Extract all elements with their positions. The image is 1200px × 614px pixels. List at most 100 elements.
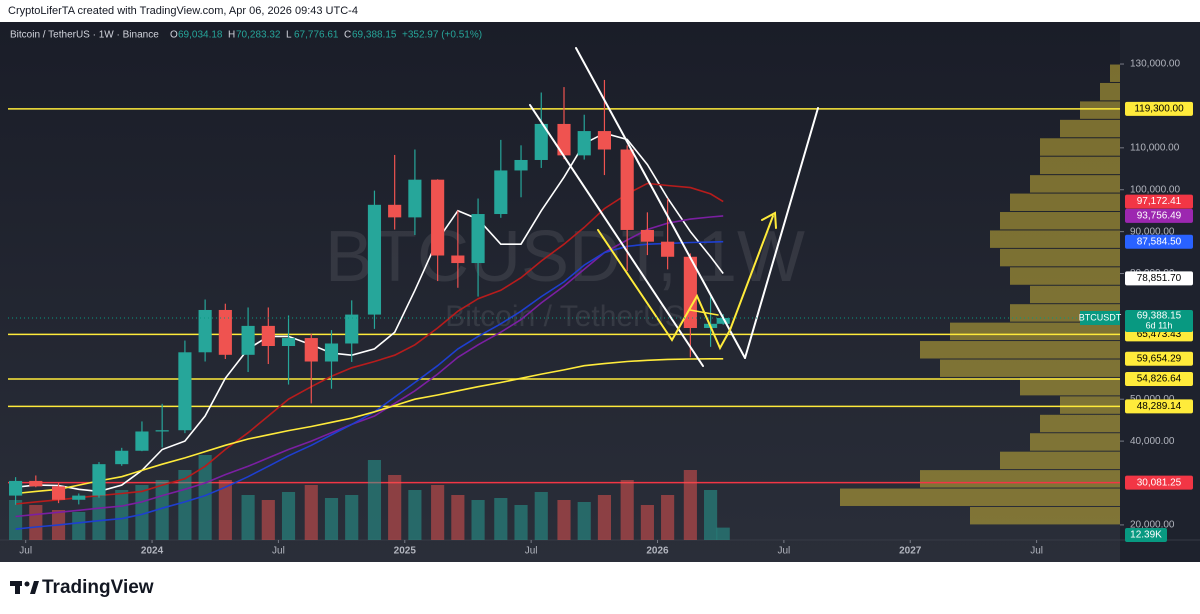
volume-bar: [388, 475, 402, 540]
ohlc-value: 69,034.18: [178, 30, 223, 41]
candle-body: [557, 123, 571, 156]
price-label: 87,584.50: [1137, 236, 1182, 247]
candle-body: [51, 486, 66, 500]
volume-bar: [367, 460, 382, 540]
ohlc-key: O: [170, 30, 178, 41]
x-tick-label: 2026: [646, 546, 669, 557]
ohlc-change: +352.97 (+0.51%): [402, 30, 482, 41]
volume-profile-bar: [920, 341, 1120, 359]
candle-body: [367, 204, 382, 315]
candle-body: [115, 450, 129, 465]
brand: TradingView: [42, 577, 154, 598]
candle-body: [514, 159, 528, 171]
candle-body: [534, 123, 548, 160]
volume-label-bg: [1125, 528, 1167, 542]
volume-profile-bar: [990, 230, 1120, 248]
symbol-tag-bg: [1080, 310, 1120, 325]
price-label-bg: [1125, 371, 1193, 386]
volume-profile-bar: [1080, 101, 1120, 119]
candle-body: [451, 255, 465, 264]
candle-body: [304, 338, 318, 362]
symbol-title: Bitcoin / TetherUS · 1W · Binance: [10, 30, 159, 41]
header-bar: [0, 0, 1200, 22]
volume-profile-bar: [1060, 119, 1120, 138]
ohlc-value: 67,776.61: [294, 30, 339, 41]
y-tick-label: 130,000.00: [1130, 59, 1180, 70]
candle-body: [29, 480, 43, 487]
volume-bar: [620, 480, 634, 540]
candle-body: [155, 430, 169, 432]
candle-body: [597, 131, 612, 150]
y-tick-label: 100,000.00: [1130, 184, 1180, 195]
volume-bar: [198, 455, 212, 540]
price-label-bg: [1125, 351, 1193, 366]
volume-bar: [304, 485, 318, 540]
volume-bar: [451, 495, 465, 540]
price-label-bg: [1125, 208, 1193, 223]
footer: [0, 562, 1200, 614]
volume-bar: [72, 512, 86, 540]
y-tick-label: 90,000.00: [1130, 226, 1175, 237]
volume-profile-bar: [1110, 64, 1120, 82]
x-tick-label: Jul: [1030, 546, 1043, 557]
y-tick-label: 50,000.00: [1130, 394, 1175, 405]
candle-body: [388, 204, 402, 218]
volume-profile-bar: [1030, 285, 1120, 304]
price-label: 59,654.29: [1137, 353, 1182, 364]
price-label-bg: [1125, 475, 1193, 490]
volume-profile-bar: [1000, 212, 1120, 230]
ohlc-value: 70,283.32: [236, 30, 281, 41]
volume-profile-bar: [1020, 377, 1120, 396]
volume-bar: [557, 500, 571, 540]
moving-average: [15, 182, 724, 505]
volume-bar: [534, 492, 548, 540]
trend-line: [744, 107, 819, 359]
volume-profile-bar: [1040, 414, 1120, 433]
projection-path: [597, 215, 774, 351]
moving-average: [15, 215, 724, 518]
volume-bar: [261, 500, 275, 540]
x-tick-label: 2024: [141, 546, 164, 557]
volume-bar: [408, 490, 422, 540]
header-text: CryptoLiferTA created with TradingView.c…: [8, 5, 358, 17]
volume-bar: [9, 500, 23, 540]
volume-bar: [683, 470, 697, 540]
volume-bar: [135, 485, 149, 540]
candle-body: [261, 325, 275, 347]
volume-profile-bar: [970, 506, 1120, 525]
volume-profile-bar: [920, 470, 1120, 488]
volume-profile-bar: [1030, 433, 1120, 451]
candle-body: [198, 309, 212, 353]
volume-profile-bar: [1010, 193, 1120, 212]
volume-bar: [577, 502, 591, 540]
arrow-head: [761, 211, 777, 229]
y-tick-label: 110,000.00: [1130, 142, 1180, 153]
y-tick-label: 40,000.00: [1130, 436, 1175, 447]
volume-bar: [514, 505, 528, 540]
current-price: 69,388.15: [1137, 311, 1182, 322]
candle-body: [640, 229, 654, 242]
tradingview-logo: TradingView: [10, 577, 154, 598]
symbol-tag: BTCUSDT: [1079, 312, 1122, 322]
candle-body: [620, 149, 634, 230]
watermark: Bitcoin / TetherUS: [445, 300, 685, 333]
x-tick-label: 2027: [899, 546, 922, 557]
x-tick-label: Jul: [272, 546, 285, 557]
volume-bar: [345, 495, 359, 540]
volume-bar: [281, 492, 296, 540]
current-price-bg: [1125, 309, 1193, 332]
candle-body: [494, 170, 508, 215]
logo-shape: [15, 581, 20, 594]
candle-body: [92, 464, 106, 496]
volume-profile-bar: [1100, 82, 1120, 101]
volume-bar: [597, 495, 612, 540]
volume-profile-bar: [940, 359, 1120, 377]
price-label: 65,473.43: [1137, 329, 1182, 340]
volume-bar: [471, 500, 485, 540]
candle-body: [218, 309, 232, 355]
ohlc-key: L: [286, 30, 292, 41]
volume-bar: [115, 490, 129, 540]
